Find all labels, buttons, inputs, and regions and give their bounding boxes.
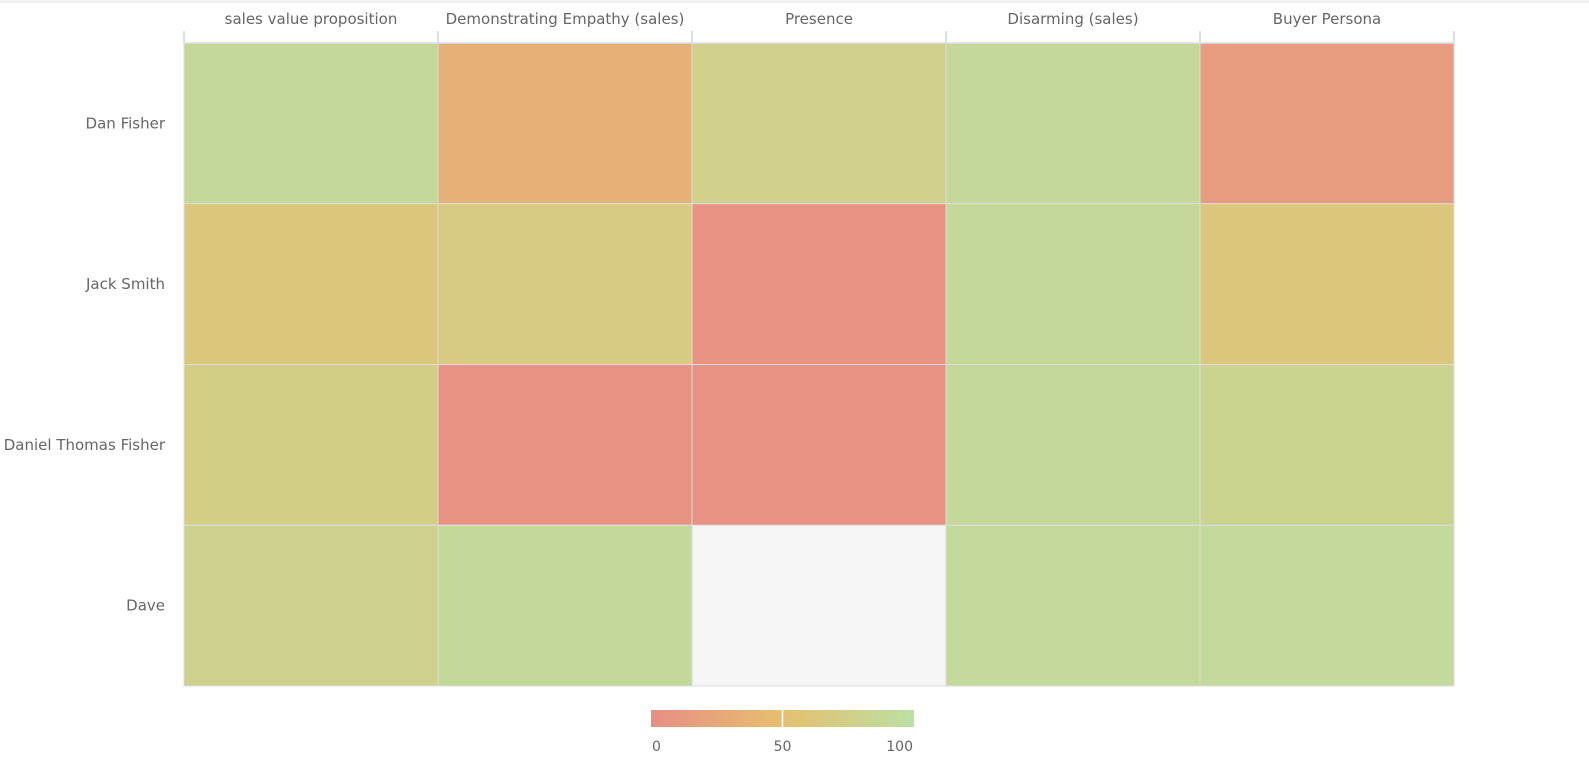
heatmap-cell[interactable] [437,42,693,205]
row-label: Dave [126,597,165,615]
heatmap-cell[interactable] [1199,364,1455,526]
column-label: Disarming (sales) [1007,10,1138,28]
heatmap-cell[interactable] [437,364,693,526]
row-label: Daniel Thomas Fisher [4,436,166,454]
heatmap-cell[interactable] [183,203,439,365]
column-label: Demonstrating Empathy (sales) [446,10,685,28]
heatmap-cell[interactable] [945,203,1201,365]
legend-tick-label: 50 [774,739,792,755]
heatmap-cell[interactable] [945,524,1201,687]
top-border [0,0,1589,3]
heatmap-cell[interactable] [437,524,693,687]
heatmap-cell[interactable] [691,203,947,365]
row-label: Dan Fisher [86,114,166,132]
column-label: Buyer Persona [1273,10,1381,28]
heatmap-cell[interactable] [183,524,439,687]
heatmap-cell[interactable] [183,42,439,205]
column-label: Presence [785,10,853,28]
heatmap-cell[interactable] [1199,203,1455,365]
heatmap-cell[interactable] [945,364,1201,526]
heatmap-cell[interactable] [691,524,947,687]
heatmap-cell[interactable] [183,364,439,526]
legend-tick-label: 100 [886,739,913,755]
legend-tick-label: 0 [652,739,661,755]
heatmap-cell[interactable] [945,42,1201,205]
heatmap-cell[interactable] [437,203,693,365]
heatmap-cell[interactable] [691,42,947,205]
row-label: Jack Smith [85,275,165,293]
column-label: sales value proposition [225,10,398,28]
heatmap-cell[interactable] [1199,42,1455,205]
color-legend: 0 50 100 [651,710,914,755]
column-labels: sales value proposition Demonstrating Emp… [183,10,1455,44]
heatmap-cell[interactable] [1199,524,1455,687]
heatmap-cells [183,42,1455,687]
heatmap-cell[interactable] [691,364,947,526]
row-labels: Dan Fisher Jack Smith Daniel Thomas Fisher… [4,114,166,614]
